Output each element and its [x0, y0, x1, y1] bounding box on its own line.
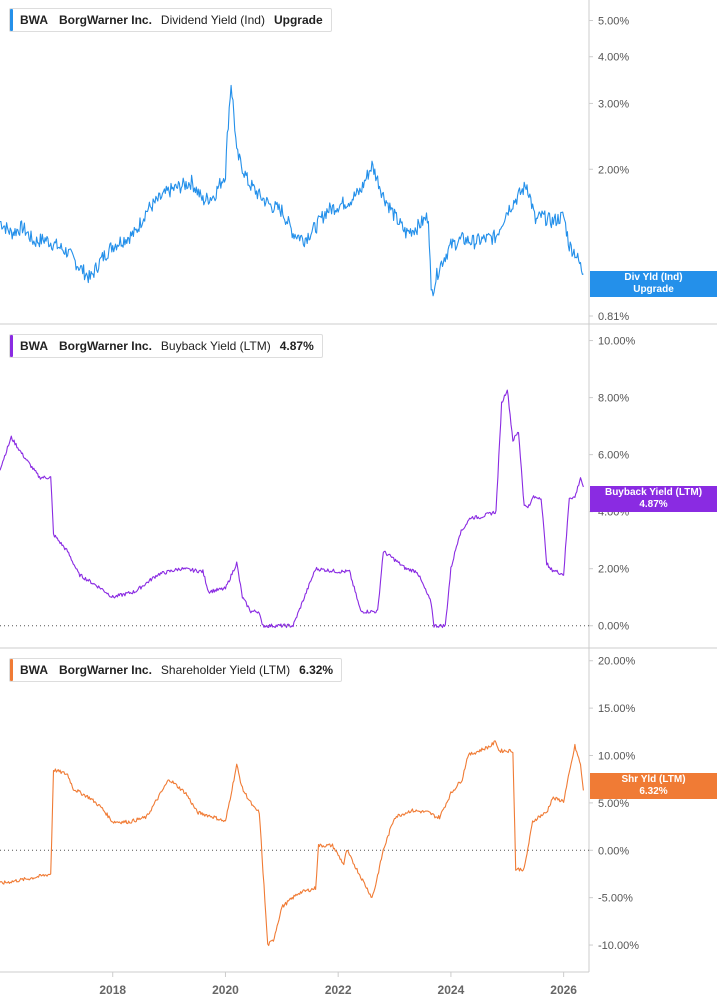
y-tick-label: 0.00% [598, 621, 629, 633]
y-tick-label: -10.00% [598, 940, 639, 952]
series-line [0, 389, 584, 629]
y-tick-label: 10.00% [598, 751, 636, 763]
value-tag-dividend: Div Yld (Ind) Upgrade [590, 271, 717, 297]
legend-ticker: BWA [20, 663, 48, 677]
legend-metric: Dividend Yield (Ind) [160, 13, 265, 27]
series-line [0, 740, 584, 947]
value-tag-label: Buyback Yield (LTM) [604, 487, 703, 498]
value-tag-shareholder: Shr Yld (LTM) 6.32% [590, 773, 717, 799]
y-tick-label: 10.00% [598, 336, 636, 348]
legend-metric: Shareholder Yield (LTM) [160, 663, 291, 677]
value-tag-buyback: Buyback Yield (LTM) 4.87% [590, 486, 717, 512]
legend-swatch-shareholder [10, 659, 13, 681]
y-tick-label: 4.00% [598, 52, 629, 64]
legend-dividend-yield: BWA BorgWarner Inc. Dividend Yield (Ind)… [9, 8, 332, 32]
legend-value[interactable]: Upgrade [273, 13, 323, 27]
y-tick-label: 6.00% [598, 450, 629, 462]
value-tag-label: Div Yld (Ind) [624, 272, 683, 283]
y-tick-label: 20.00% [598, 656, 636, 668]
y-tick-label: 5.00% [598, 15, 629, 27]
legend-value: 4.87% [279, 339, 314, 353]
y-tick-label: 5.00% [598, 798, 629, 810]
x-tick-label: 2026 [550, 983, 577, 997]
legend-ticker: BWA [20, 13, 48, 27]
y-tick-label: 0.00% [598, 845, 629, 857]
series-line [0, 84, 584, 297]
value-tag-value[interactable]: Upgrade [633, 284, 674, 295]
x-tick-label: 2022 [325, 983, 352, 997]
legend-company: BorgWarner Inc. [59, 13, 152, 27]
y-tick-label: 15.00% [598, 703, 636, 715]
x-tick-label: 2024 [438, 983, 465, 997]
value-tag-value: 4.87% [639, 499, 668, 510]
legend-swatch-dividend [10, 9, 13, 31]
y-tick-label: 0.81% [598, 311, 629, 323]
y-tick-label: 8.00% [598, 393, 629, 405]
legend-value: 6.32% [299, 663, 334, 677]
y-tick-label: 2.00% [598, 164, 629, 176]
legend-swatch-buyback [10, 335, 13, 357]
legend-company: BorgWarner Inc. [59, 339, 152, 353]
legend-buyback-yield: BWA BorgWarner Inc. Buyback Yield (LTM) … [9, 334, 323, 358]
y-tick-label: -5.00% [598, 893, 633, 905]
legend-metric: Buyback Yield (LTM) [160, 339, 271, 353]
legend-shareholder-yield: BWA BorgWarner Inc. Shareholder Yield (L… [9, 658, 343, 682]
y-tick-label: 2.00% [598, 564, 629, 576]
legend-ticker: BWA [20, 339, 48, 353]
value-tag-value: 6.32% [639, 786, 668, 797]
legend-company: BorgWarner Inc. [59, 663, 152, 677]
x-tick-label: 2020 [212, 983, 239, 997]
y-tick-label: 3.00% [598, 98, 629, 110]
x-tick-label: 2018 [99, 983, 126, 997]
value-tag-label: Shr Yld (LTM) [621, 774, 686, 785]
